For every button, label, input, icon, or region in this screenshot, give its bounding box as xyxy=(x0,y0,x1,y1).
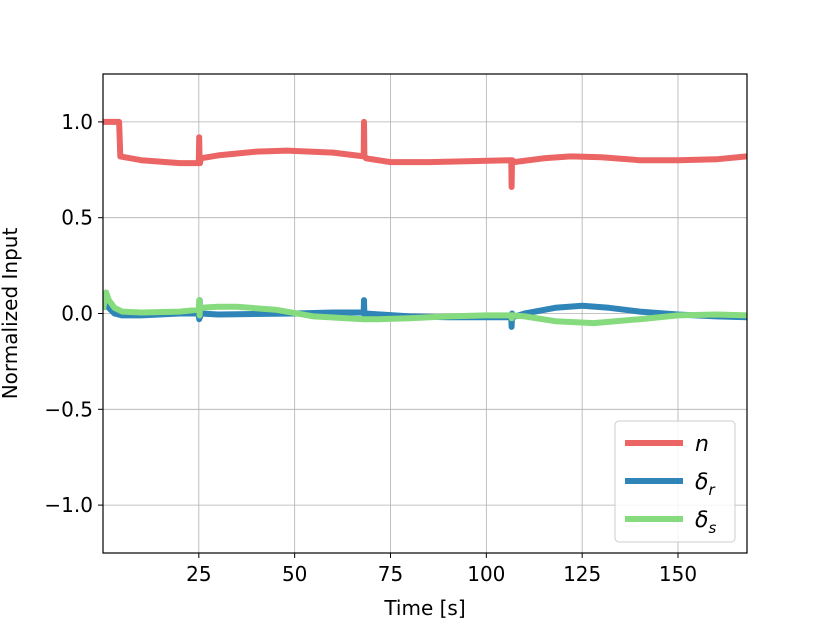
y-tick-label: 1.0 xyxy=(61,110,93,134)
x-tick-label: 50 xyxy=(282,562,307,586)
series-line-1 xyxy=(103,118,747,190)
y-tick-label: 0.5 xyxy=(61,206,93,230)
x-axis-label: Time [s] xyxy=(383,596,465,620)
x-tick-label: 125 xyxy=(563,562,601,586)
series-lines xyxy=(103,118,747,330)
legend-label: n xyxy=(695,432,709,457)
x-tick-label: 25 xyxy=(186,562,211,586)
y-axis-label: Normalized Input xyxy=(0,228,22,400)
y-tick-label: −1.0 xyxy=(44,493,93,517)
x-tick-label: 150 xyxy=(659,562,697,586)
y-tick-label: −0.5 xyxy=(44,397,93,421)
x-tick-label: 100 xyxy=(467,562,505,586)
series-line-3 xyxy=(103,289,747,327)
x-tick-label: 75 xyxy=(378,562,403,586)
axis-ticks: 25 50 75 100 125 150 1.0 0.5 0.0 −0.5 −1.0 xyxy=(44,110,697,586)
y-tick-label: 0.0 xyxy=(61,302,93,326)
